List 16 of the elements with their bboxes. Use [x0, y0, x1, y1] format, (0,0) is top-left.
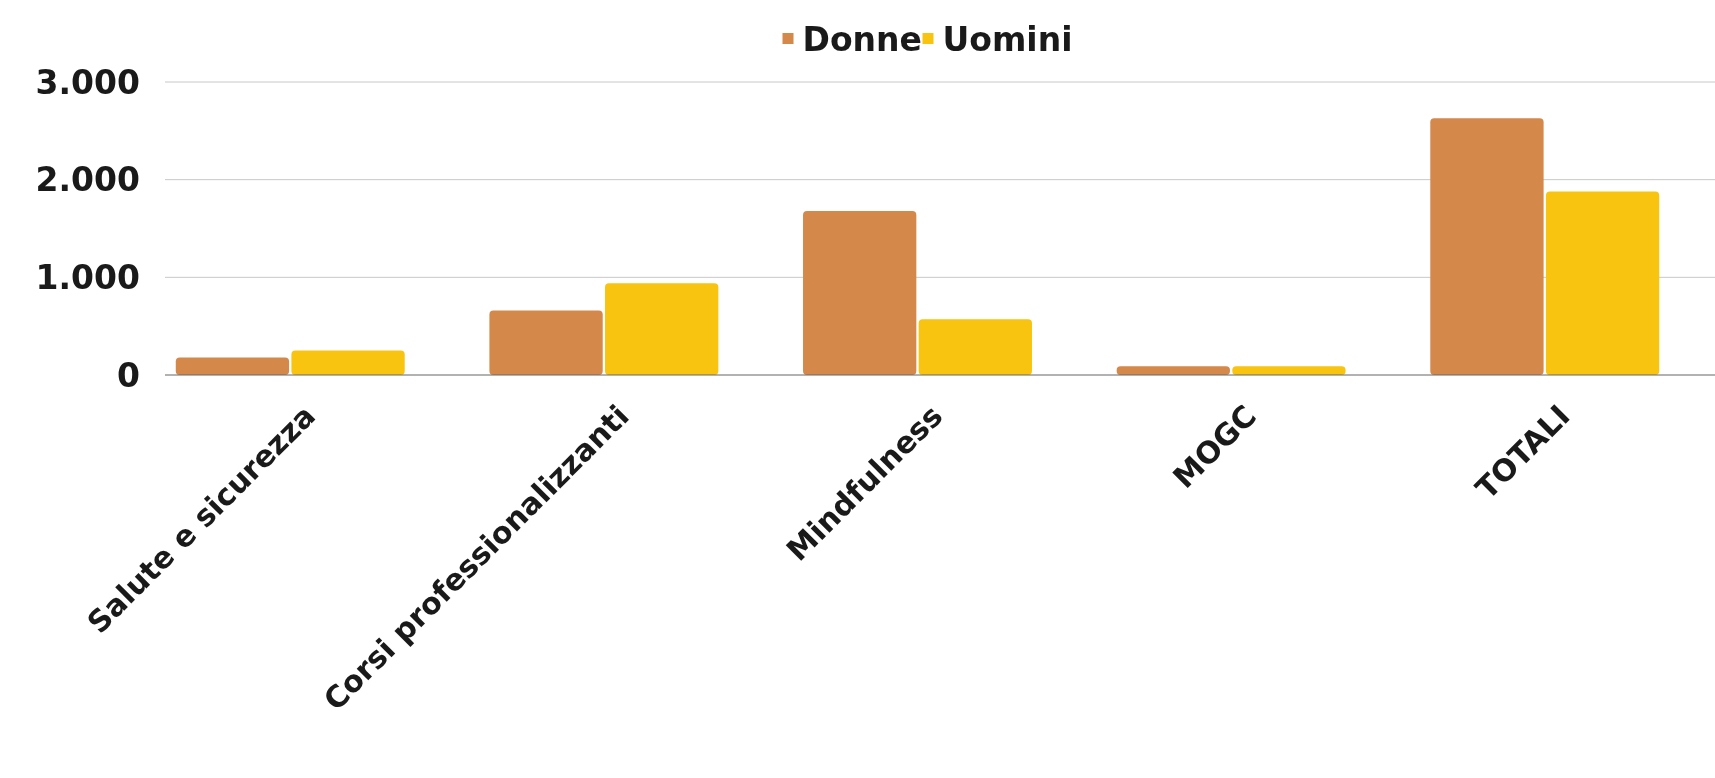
- bar: [803, 210, 917, 375]
- bar: [1430, 118, 1544, 375]
- legend-label: Donne: [802, 19, 922, 59]
- y-tick-label: 1.000: [35, 257, 140, 297]
- bar: [1232, 366, 1346, 375]
- bar: [489, 310, 603, 375]
- legend-label: Uomini: [942, 19, 1073, 59]
- bar: [918, 319, 1032, 375]
- bar: [175, 357, 290, 375]
- bar: [1116, 366, 1230, 375]
- bar: [291, 350, 405, 375]
- y-tick-label: 3.000: [35, 62, 140, 102]
- bar: [605, 283, 719, 375]
- y-tick-label: 0: [117, 355, 140, 395]
- y-tick-label: 2.000: [35, 160, 140, 200]
- bar: [1545, 191, 1660, 375]
